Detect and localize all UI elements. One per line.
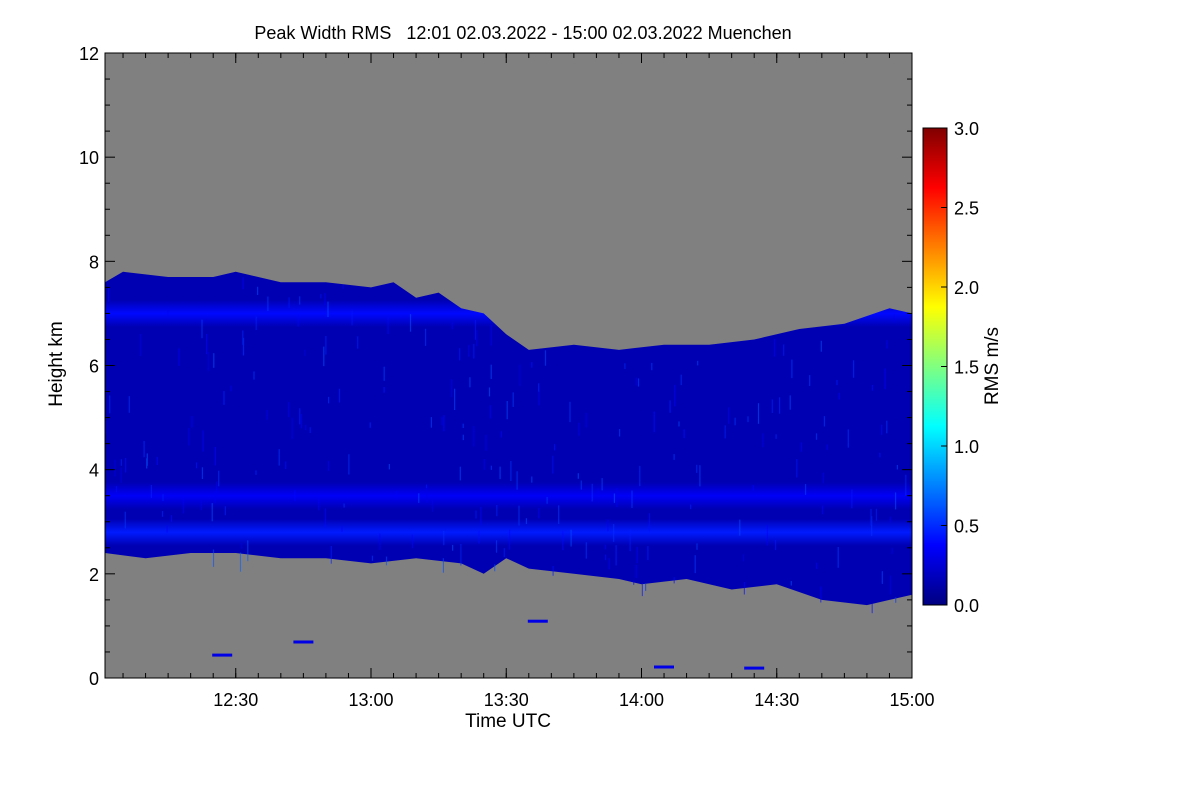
plot-area — [105, 53, 912, 678]
y-tick-label-1: 2 — [89, 565, 99, 585]
colorbar-tick-label-0: 0.0 — [954, 596, 979, 616]
x-axis-label: Time UTC — [465, 711, 551, 732]
x-tick-label-2: 13:30 — [484, 690, 529, 710]
y-tick-label-3: 6 — [89, 357, 99, 377]
colorbar-label: RMS m/s — [982, 327, 1003, 405]
colorbar-tick-label-2: 1.0 — [954, 437, 979, 457]
y-axis-label: Height km — [46, 321, 67, 407]
colorbar: 0.0 0.5 1.0 1.5 2.0 2.5 3.0 — [922, 119, 979, 616]
y-tick-label-0: 0 — [89, 669, 99, 689]
colorbar-tick-label-4: 2.0 — [954, 278, 979, 298]
colorbar-tick-label-1: 0.5 — [954, 517, 979, 537]
cloud-layer — [105, 271, 912, 606]
x-tick-label-4: 14:30 — [754, 690, 799, 710]
y-tick-label-6: 12 — [79, 44, 99, 64]
cloud-texture — [105, 277, 907, 614]
echo-2 — [527, 619, 548, 623]
x-tick-label-3: 14:00 — [619, 690, 664, 710]
scattered-echoes — [212, 619, 765, 670]
x-tick-label-0: 12:30 — [213, 690, 258, 710]
y-tick-label-2: 4 — [89, 461, 99, 481]
axes: 0 2 4 6 8 10 12 12:30 13:00 13:30 14:00 14:30 15:00 — [79, 44, 935, 710]
colorbar-tick-label-3: 1.5 — [954, 358, 979, 378]
x-tick-label-5: 15:00 — [889, 690, 934, 710]
echo-0 — [212, 653, 233, 657]
x-tick-label-1: 13:00 — [348, 690, 393, 710]
colorbar-tick-label-5: 2.5 — [954, 199, 979, 219]
echo-4 — [744, 666, 765, 670]
echo-3 — [654, 665, 674, 669]
chart-title: Peak Width RMS 12:01 02.03.2022 - 15:00 … — [254, 23, 791, 43]
colorbar-tick-label-6: 3.0 — [954, 119, 979, 139]
echo-1 — [293, 640, 314, 644]
y-tick-label-5: 10 — [79, 148, 99, 168]
y-tick-label-4: 8 — [89, 252, 99, 272]
